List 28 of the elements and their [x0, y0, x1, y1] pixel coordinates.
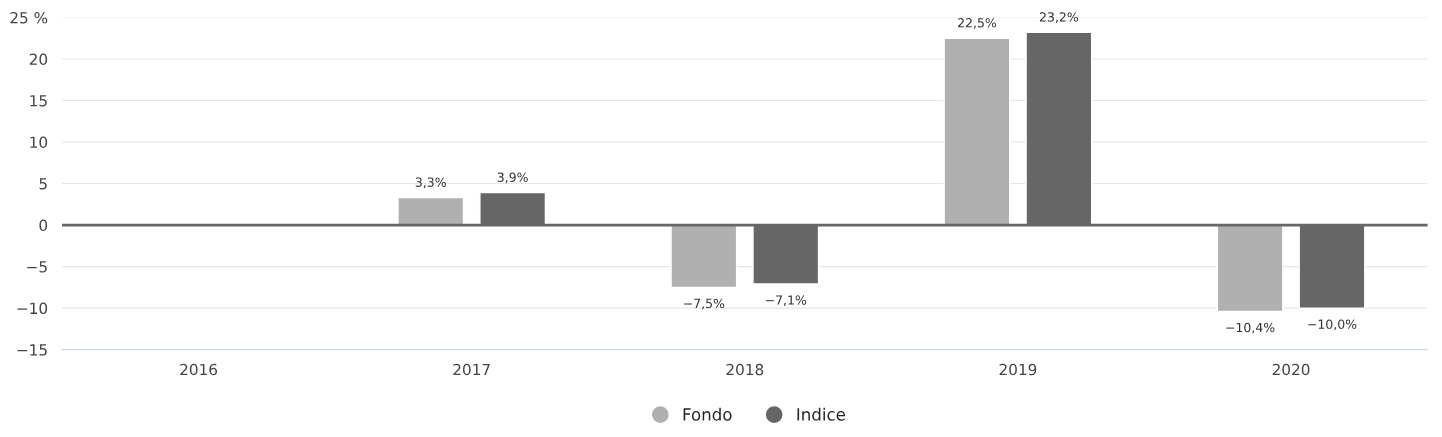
data-label: 22,5% — [958, 18, 997, 29]
data-label: 23,2% — [1039, 12, 1079, 23]
y-tick-label: −15 — [17, 344, 47, 356]
y-tick-label: −5 — [27, 261, 47, 273]
y-tick-label: −10 — [17, 302, 48, 315]
bar — [397, 196, 465, 226]
y-tick-label: 15 — [30, 95, 47, 107]
bar — [943, 37, 1011, 226]
x-tick-label: 2017 — [453, 363, 490, 376]
x-tick-label: 2018 — [726, 363, 764, 376]
data-label: −7,5% — [684, 298, 725, 310]
legend-label: Indice — [797, 407, 846, 421]
data-label: −7,1% — [765, 295, 807, 307]
y-tick-label: 25 % — [10, 11, 48, 24]
y-tick-label: 20 — [29, 53, 48, 66]
data-label: −10,4% — [1226, 322, 1275, 334]
y-tick-label: 10 — [30, 136, 48, 149]
x-tick-label: 2019 — [999, 363, 1037, 376]
y-tick-label: 5 — [39, 178, 47, 190]
bar — [1216, 224, 1284, 313]
bar — [670, 224, 738, 289]
data-label: 3,9% — [497, 172, 528, 184]
data-label: 3,3% — [415, 177, 446, 189]
data-label: −10,0% — [1308, 319, 1357, 331]
y-tick-label: 0 — [39, 219, 48, 232]
legend-label: Fondo — [683, 407, 732, 421]
x-tick-label: 2020 — [1272, 363, 1310, 376]
x-tick-label: 2016 — [180, 363, 218, 376]
